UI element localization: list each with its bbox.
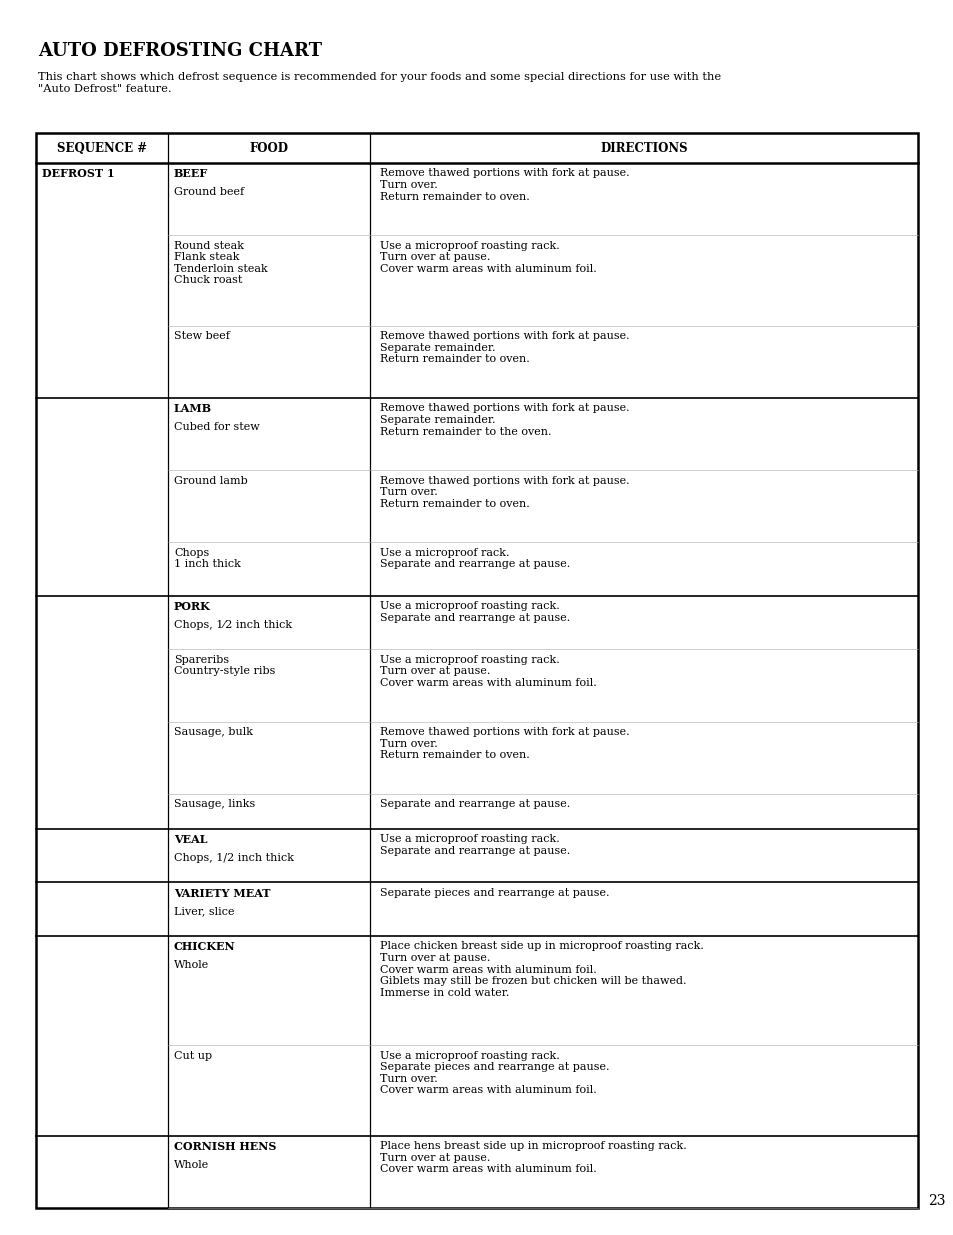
Text: Ground lamb: Ground lamb (173, 475, 248, 485)
Text: DEFROST 1: DEFROST 1 (42, 168, 114, 179)
Text: Place chicken breast side up in microproof roasting rack.
Turn over at pause.
Co: Place chicken breast side up in micropro… (379, 941, 703, 998)
Text: Remove thawed portions with fork at pause.
Turn over.
Return remainder to oven.: Remove thawed portions with fork at paus… (379, 168, 629, 201)
Text: SEQUENCE #: SEQUENCE # (57, 142, 147, 154)
Text: 23: 23 (927, 1194, 944, 1208)
Text: Whole: Whole (173, 1160, 209, 1170)
Text: Remove thawed portions with fork at pause.
Turn over.
Return remainder to oven.: Remove thawed portions with fork at paus… (379, 727, 629, 761)
Text: CORNISH HENS: CORNISH HENS (173, 1141, 276, 1152)
Text: Sausage, links: Sausage, links (173, 799, 255, 809)
Text: LAMB: LAMB (173, 404, 212, 415)
Text: Remove thawed portions with fork at pause.
Turn over.
Return remainder to oven.: Remove thawed portions with fork at paus… (379, 475, 629, 509)
Text: BEEF: BEEF (173, 168, 208, 179)
Text: DIRECTIONS: DIRECTIONS (599, 142, 687, 154)
Text: Chops
1 inch thick: Chops 1 inch thick (173, 547, 240, 569)
Text: FOOD: FOOD (250, 142, 288, 154)
Text: PORK: PORK (173, 601, 211, 613)
Text: Separate and rearrange at pause.: Separate and rearrange at pause. (379, 799, 570, 809)
Text: Place hens breast side up in microproof roasting rack.
Turn over at pause.
Cover: Place hens breast side up in microproof … (379, 1141, 686, 1174)
Text: Sausage, bulk: Sausage, bulk (173, 727, 253, 737)
Text: Stew beef: Stew beef (173, 331, 230, 341)
Text: Use a microproof rack.
Separate and rearrange at pause.: Use a microproof rack. Separate and rear… (379, 547, 570, 569)
Text: Cut up: Cut up (173, 1051, 212, 1061)
Text: Use a microproof roasting rack.
Separate pieces and rearrange at pause.
Turn ove: Use a microproof roasting rack. Separate… (379, 1051, 609, 1095)
Text: Chops, 1⁄2 inch thick: Chops, 1⁄2 inch thick (173, 620, 292, 630)
Text: Use a microproof roasting rack.
Turn over at pause.
Cover warm areas with alumin: Use a microproof roasting rack. Turn ove… (379, 655, 597, 688)
Text: Remove thawed portions with fork at pause.
Separate remainder.
Return remainder : Remove thawed portions with fork at paus… (379, 404, 629, 436)
Text: Remove thawed portions with fork at pause.
Separate remainder.
Return remainder : Remove thawed portions with fork at paus… (379, 331, 629, 364)
Text: Spareribs
Country-style ribs: Spareribs Country-style ribs (173, 655, 275, 677)
Bar (36, 133, 917, 1208)
Text: This chart shows which defrost sequence is recommended for your foods and some s: This chart shows which defrost sequence … (38, 72, 720, 94)
Text: Cubed for stew: Cubed for stew (173, 422, 259, 432)
Text: AUTO DEFROSTING CHART: AUTO DEFROSTING CHART (38, 42, 322, 61)
Text: Separate pieces and rearrange at pause.: Separate pieces and rearrange at pause. (379, 888, 609, 898)
Text: Ground beef: Ground beef (173, 186, 244, 196)
Text: VARIETY MEAT: VARIETY MEAT (173, 888, 271, 899)
Text: CHICKEN: CHICKEN (173, 941, 235, 952)
Text: Round steak
Flank steak
Tenderloin steak
Chuck roast: Round steak Flank steak Tenderloin steak… (173, 241, 268, 285)
Text: Use a microproof roasting rack.
Separate and rearrange at pause.: Use a microproof roasting rack. Separate… (379, 601, 570, 622)
Text: Liver, slice: Liver, slice (173, 906, 234, 916)
Text: Use a microproof roasting rack.
Separate and rearrange at pause.: Use a microproof roasting rack. Separate… (379, 834, 570, 856)
Text: VEAL: VEAL (173, 834, 208, 845)
Text: Chops, 1/2 inch thick: Chops, 1/2 inch thick (173, 852, 294, 863)
Text: Use a microproof roasting rack.
Turn over at pause.
Cover warm areas with alumin: Use a microproof roasting rack. Turn ove… (379, 241, 597, 274)
Text: Whole: Whole (173, 960, 209, 969)
